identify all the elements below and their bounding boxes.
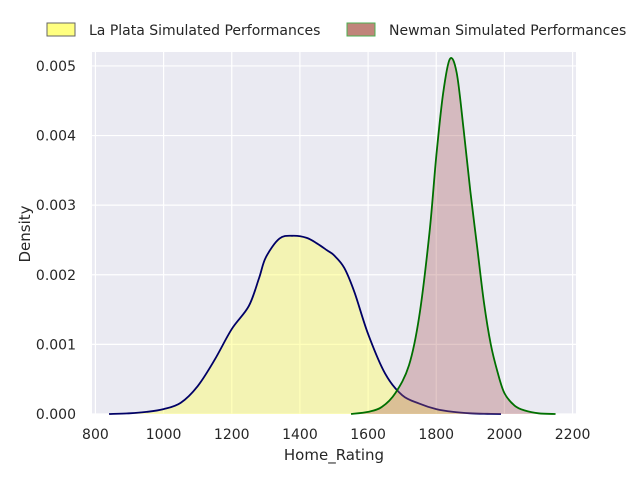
legend-label-la-plata: La Plata Simulated Performances — [89, 23, 320, 39]
x-tick-label: 1800 — [418, 427, 454, 443]
grid-lines — [92, 52, 576, 415]
y-tick-label: 0.004 — [36, 129, 76, 145]
density-line-newman — [350, 57, 556, 415]
x-tick-label: 1000 — [146, 427, 182, 443]
y-tick-label: 0.000 — [36, 407, 76, 423]
y-tick-labels: 0.000 0.001 0.002 0.003 0.004 0.005 — [36, 59, 76, 423]
x-tick-label: 2200 — [555, 427, 591, 443]
y-axis-label: Density — [16, 205, 34, 262]
density-area-newman — [351, 57, 556, 415]
x-tick-label: 1600 — [350, 427, 386, 443]
density-line-la-plata — [109, 234, 502, 415]
y-tick-label: 0.003 — [36, 198, 76, 214]
legend-label-newman: Newman Simulated Performances — [389, 23, 626, 39]
x-tick-label: 800 — [82, 427, 109, 443]
x-tick-labels: 800 1000 1200 1400 1600 1800 2000 2200 — [82, 427, 590, 443]
x-tick-label: 1200 — [214, 427, 250, 443]
series-layer — [109, 57, 556, 415]
y-tick-label: 0.001 — [36, 337, 76, 353]
x-axis-label: Home_Rating — [284, 446, 384, 465]
y-tick-label: 0.005 — [36, 59, 76, 75]
density-area-la-plata — [109, 235, 502, 414]
x-tick-label: 1400 — [282, 427, 318, 443]
legend-swatch-newman — [346, 22, 376, 37]
y-tick-label: 0.002 — [36, 268, 76, 284]
legend: La Plata Simulated Performances Newman S… — [46, 22, 626, 39]
plot-area — [92, 52, 576, 414]
legend-swatch-la-plata — [46, 22, 76, 37]
x-tick-label: 2000 — [487, 427, 523, 443]
